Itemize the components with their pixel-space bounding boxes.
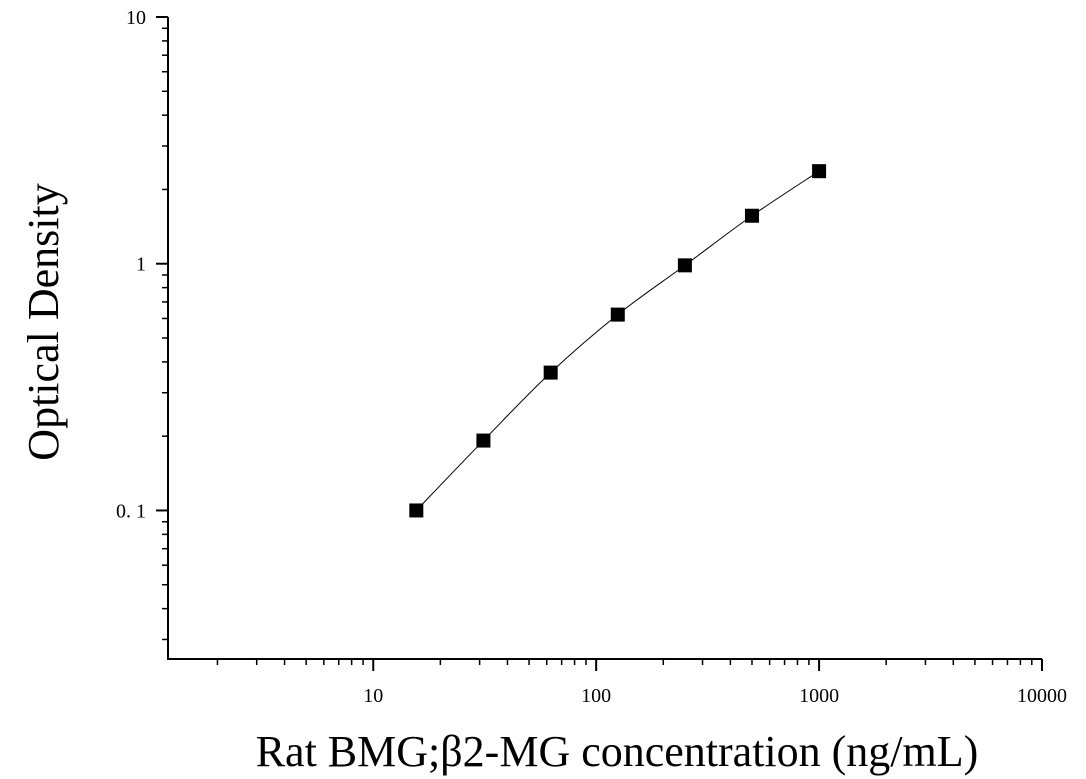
data-point	[812, 164, 827, 179]
ticks	[156, 16, 1043, 671]
data-point	[409, 503, 424, 518]
data-point	[610, 307, 625, 322]
data-point	[476, 433, 491, 448]
axes	[167, 17, 1042, 660]
y-tick-label: 10	[126, 7, 146, 29]
y-axis-title: Optical Density	[19, 183, 68, 460]
data-point	[677, 258, 692, 273]
y-tick-label: 0. 1	[116, 500, 146, 522]
x-tick-label: 100	[581, 685, 611, 707]
x-tick-label: 1000	[799, 685, 839, 707]
x-axis-title: Rat BMG;β2-MG concentration (ng/mL)	[256, 727, 979, 776]
y-tick-label: 1	[136, 254, 146, 276]
x-tick-label: 10	[363, 685, 383, 707]
data-point	[543, 365, 558, 380]
tick-labels: 10 100 1000 10000 0. 1 1 10	[116, 7, 1067, 707]
x-tick-label: 10000	[1017, 685, 1067, 707]
data-points	[409, 164, 827, 518]
data-point	[744, 208, 759, 223]
